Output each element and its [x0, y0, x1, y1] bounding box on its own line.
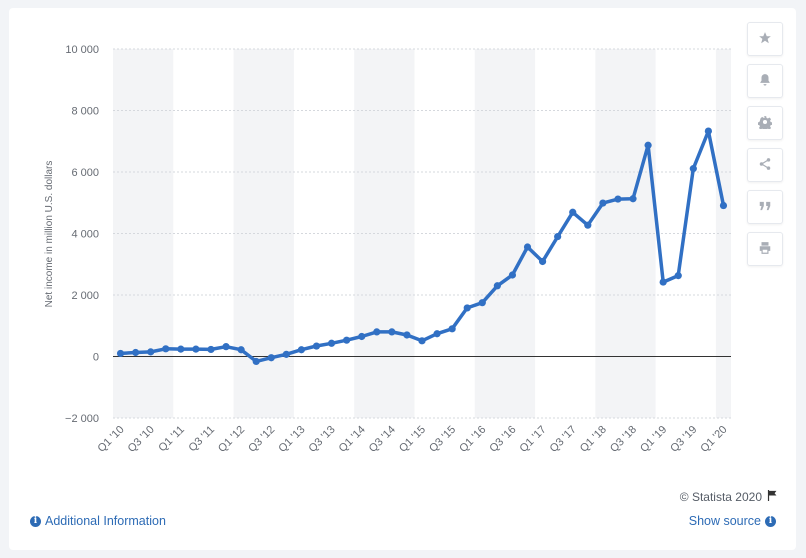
data-point	[689, 165, 697, 173]
x-tick-label: Q3 '18	[608, 424, 639, 455]
data-point	[554, 232, 562, 241]
data-point	[448, 325, 456, 333]
x-tick-label: Q1 '12	[216, 424, 247, 455]
data-point	[629, 195, 637, 203]
x-tick-label: Q1 '13	[276, 424, 307, 455]
x-tick-label: Q1 '16	[457, 424, 488, 455]
data-point	[116, 349, 125, 358]
data-point	[508, 271, 517, 279]
data-point	[523, 243, 532, 251]
x-tick-label: Q1 '18	[578, 424, 609, 455]
print-icon	[758, 241, 772, 258]
data-point	[704, 127, 712, 135]
gear-icon	[757, 115, 773, 132]
x-tick-label: Q3 '17	[548, 424, 579, 455]
favorite-button[interactable]	[747, 22, 783, 56]
y-tick-label: 10 000	[65, 44, 99, 56]
data-point	[584, 221, 592, 229]
info-icon: i	[30, 515, 41, 527]
quote-icon	[758, 199, 772, 216]
data-point	[177, 345, 185, 353]
data-point	[719, 201, 728, 210]
y-axis-ticks: −2 000 0 2 000 4 000 6 000 8 000 10 000	[65, 44, 99, 425]
x-tick-label: Q1 '20	[698, 424, 729, 455]
data-point	[614, 195, 622, 203]
data-point	[222, 343, 230, 351]
x-tick-label: Q1 '15	[397, 424, 428, 455]
y-tick-label: 0	[93, 352, 99, 364]
data-point	[192, 345, 200, 353]
x-tick-label: Q3 '10	[126, 424, 157, 455]
additional-information-label: Additional Information	[45, 514, 166, 528]
y-tick-label: 2 000	[71, 290, 99, 302]
y-axis-label: Net income in million U.S. dollars	[44, 161, 55, 308]
x-tick-label: Q3 '12	[246, 424, 277, 455]
x-tick-label: Q1 '10	[95, 424, 126, 455]
data-point	[147, 348, 155, 356]
data-point	[327, 339, 336, 347]
share-button[interactable]	[747, 148, 783, 182]
data-point	[373, 328, 381, 336]
show-source-label: Show source	[688, 514, 761, 528]
data-point	[674, 272, 682, 280]
star-icon	[758, 31, 772, 48]
y-tick-label: −2 000	[65, 413, 99, 425]
data-point	[388, 328, 396, 336]
x-tick-label: Q3 '19	[668, 424, 699, 455]
cite-button[interactable]	[747, 190, 783, 224]
x-tick-label: Q3 '16	[487, 424, 518, 455]
flag-icon[interactable]	[767, 490, 778, 504]
gridlines	[113, 48, 731, 419]
copyright: © Statista 2020	[680, 490, 778, 504]
show-source-link[interactable]: Show source i	[689, 514, 776, 528]
data-point	[659, 278, 667, 286]
x-tick-label: Q1 '17	[518, 424, 549, 455]
x-tick-label: Q3 '11	[187, 424, 218, 455]
data-point	[433, 330, 441, 338]
data-point	[312, 342, 321, 350]
share-icon	[758, 157, 772, 174]
x-tick-label: Q1 '19	[638, 424, 669, 455]
notification-button[interactable]	[747, 64, 783, 98]
data-points	[116, 127, 728, 366]
y-tick-label: 8 000	[71, 106, 99, 118]
data-point	[358, 332, 366, 341]
settings-button[interactable]	[747, 106, 783, 140]
data-point	[343, 336, 351, 344]
x-tick-label: Q1 '14	[337, 424, 368, 455]
data-point	[132, 348, 140, 357]
data-point	[478, 299, 486, 307]
data-point	[267, 354, 275, 362]
x-tick-label: Q1 '11	[156, 424, 187, 455]
x-tick-label: Q3 '15	[427, 424, 458, 455]
print-button[interactable]	[747, 232, 783, 266]
data-point	[403, 331, 411, 339]
year-band	[715, 49, 731, 418]
data-point	[493, 282, 501, 290]
x-tick-label: Q3 '14	[367, 424, 398, 455]
data-point	[207, 345, 215, 354]
copyright-text: © Statista 2020	[679, 490, 762, 504]
x-tick-label: Q3 '13	[307, 424, 338, 455]
data-point	[282, 350, 290, 358]
additional-information-link[interactable]: i Additional Information	[30, 514, 166, 528]
data-point	[237, 346, 245, 354]
data-point	[569, 208, 577, 216]
data-point	[538, 257, 547, 266]
data-point	[252, 357, 260, 366]
data-point	[644, 141, 652, 149]
data-point	[162, 345, 170, 353]
info-icon: i	[765, 515, 776, 527]
data-point	[463, 304, 471, 312]
data-point	[599, 199, 607, 207]
y-tick-label: 4 000	[71, 229, 99, 241]
bell-icon	[758, 73, 772, 90]
data-point	[297, 346, 306, 354]
data-point	[418, 337, 426, 345]
y-tick-label: 6 000	[71, 167, 99, 179]
